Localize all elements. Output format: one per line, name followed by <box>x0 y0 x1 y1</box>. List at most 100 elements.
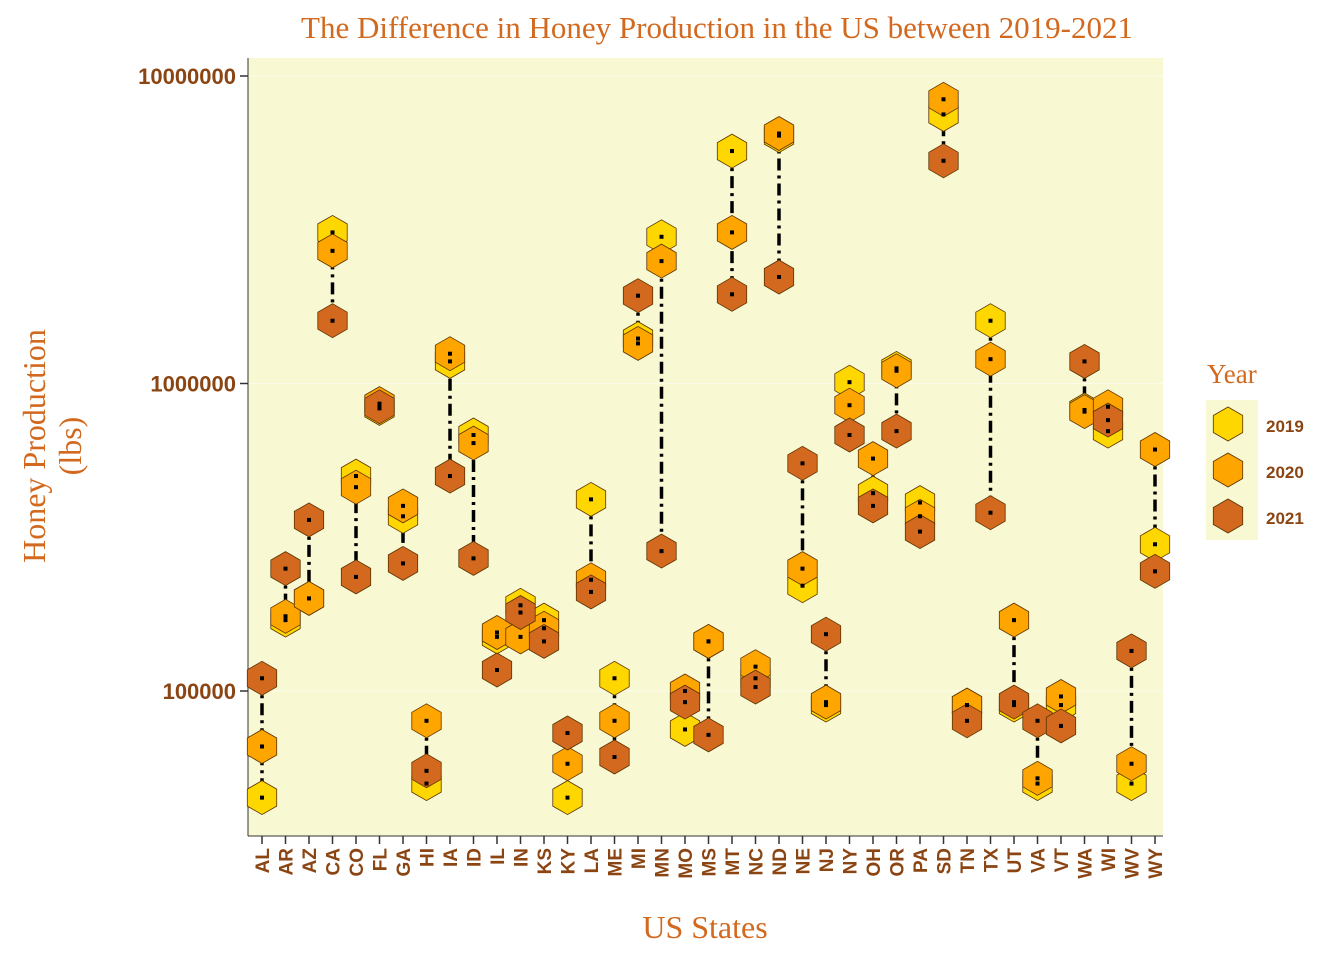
y-axis-title-line-1: Honey Production <box>16 329 52 563</box>
point-center-2020-VT <box>1059 694 1063 699</box>
x-tick-label: ID <box>465 848 486 867</box>
point-center-2019-TX <box>988 318 993 323</box>
x-tick-label: ME <box>606 848 627 877</box>
x-tick-label: NC <box>747 848 768 876</box>
point-center-2019-VA <box>1035 781 1040 786</box>
legend-key-2020 <box>1212 452 1244 488</box>
x-tick-label: WV <box>1123 848 1144 879</box>
point-center-2020-ND <box>777 131 781 136</box>
x-tick-label: IA <box>441 848 462 867</box>
point-center-2019-WI <box>1106 429 1110 434</box>
point-center-2019-NY <box>847 380 852 385</box>
point-center-2019-WV <box>1129 781 1134 786</box>
point-center-2019-IL <box>495 634 499 639</box>
point-center-2021-NC <box>753 685 758 690</box>
point-center-2021-OH <box>871 503 875 508</box>
y-tick-label: 10000000 <box>138 64 236 89</box>
point-center-2020-NJ <box>824 700 828 705</box>
legend: Year 2019 2020 2021 <box>1206 359 1304 540</box>
point-center-2020-NY <box>847 403 852 408</box>
x-tick-label: LA <box>582 848 603 874</box>
point-center-2019-SD <box>941 112 946 117</box>
x-tick-label: OR <box>888 848 909 877</box>
point-center-2019-GA <box>401 514 405 519</box>
point-center-2021-AL <box>260 676 264 681</box>
x-tick-label: NE <box>794 848 815 874</box>
point-center-2021-NY <box>847 433 852 438</box>
point-center-2020-UT <box>1012 618 1016 623</box>
x-tick-label: MO <box>676 848 697 879</box>
x-tick-label: WI <box>1099 848 1120 871</box>
point-center-2021-KS <box>542 639 546 644</box>
point-center-2021-MN <box>659 549 664 554</box>
point-center-2019-ND <box>777 133 781 138</box>
point-center-2021-MS <box>706 732 711 737</box>
chart-title: The Difference in Honey Production in th… <box>301 10 1133 45</box>
data-points <box>246 81 1171 816</box>
point-center-2019-ME <box>612 676 617 681</box>
point-center-2020-MO <box>683 689 687 693</box>
x-tick-label: SD <box>935 848 956 874</box>
point-center-2021-KY <box>565 731 570 736</box>
point-center-2019-KS <box>542 618 546 623</box>
point-center-2019-NC <box>753 676 758 681</box>
point-center-2021-WY <box>1153 569 1157 574</box>
point-center-2020-VA <box>1035 776 1040 781</box>
point-center-2021-AZ <box>307 517 311 522</box>
point-center-2021-IL <box>495 668 499 673</box>
point-center-2019-CO <box>354 474 358 479</box>
point-center-2020-WY <box>1153 447 1157 452</box>
y-tick-label: 1000000 <box>150 372 236 397</box>
x-tick-label: KY <box>559 848 580 875</box>
point-center-2019-OR <box>894 366 899 371</box>
x-tick-label: WY <box>1146 848 1167 879</box>
x-tick-label: MT <box>723 848 744 876</box>
point-center-2021-IN <box>518 610 523 615</box>
x-axis-title: US States <box>642 909 767 945</box>
point-center-2020-SD <box>941 97 946 102</box>
x-tick-label: HI <box>418 848 439 867</box>
point-center-2020-LA <box>589 577 593 582</box>
point-center-2021-HI <box>424 768 429 773</box>
point-center-2021-ME <box>612 755 617 760</box>
point-center-2020-WI <box>1106 404 1110 409</box>
point-center-2020-PA <box>918 514 922 519</box>
point-center-2019-IN <box>518 603 523 608</box>
point-center-2019-ID <box>471 433 476 438</box>
point-center-2021-TX <box>988 510 993 515</box>
y-axis: 100000 1000000 10000000 <box>138 58 249 836</box>
x-tick-label: FL <box>371 848 392 872</box>
x-tick-label: TX <box>982 848 1003 873</box>
legend-keys <box>1212 406 1244 534</box>
point-center-2019-NE <box>800 583 805 588</box>
point-center-2020-OR <box>894 368 899 373</box>
point-center-2020-AL <box>260 744 264 749</box>
x-axis: AL AR AZ CA CO FL GA HI IA ID IL IN KS KY LA ME MI MN MO MS… <box>248 835 1167 879</box>
x-tick-label: IL <box>488 848 509 865</box>
point-center-2019-VT <box>1059 703 1063 708</box>
point-center-2019-MO <box>683 727 687 732</box>
point-center-2020-IL <box>495 630 499 635</box>
point-center-2021-OR <box>894 429 899 434</box>
point-center-2020-MS <box>706 639 711 644</box>
point-center-2021-CA <box>330 318 335 323</box>
x-tick-label: GA <box>394 848 415 877</box>
point-center-2020-MI <box>636 341 640 346</box>
point-center-2020-IA <box>448 351 452 356</box>
x-tick-label: NJ <box>817 848 838 872</box>
point-center-2020-ME <box>612 718 617 723</box>
point-center-2019-MN <box>659 234 664 239</box>
point-center-2021-VT <box>1059 723 1063 728</box>
x-tick-label: UT <box>1005 848 1026 874</box>
point-center-2021-MO <box>683 700 687 705</box>
x-tick-label: CA <box>324 848 345 876</box>
point-center-2020-WA <box>1082 409 1087 414</box>
legend-label-2020: 2020 <box>1266 463 1304 482</box>
point-center-2020-NE <box>800 566 805 571</box>
point-center-2021-ND <box>777 274 781 279</box>
point-center-2020-KS <box>542 626 546 631</box>
x-tick-label: OH <box>864 848 885 877</box>
x-tick-label: VA <box>1029 848 1050 873</box>
x-tick-label: NY <box>841 848 862 875</box>
